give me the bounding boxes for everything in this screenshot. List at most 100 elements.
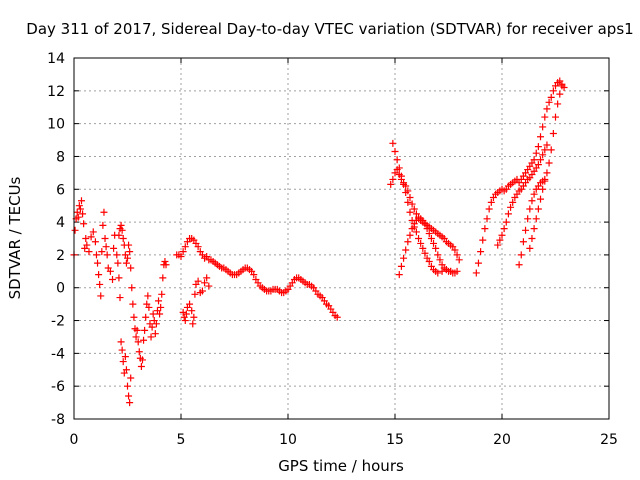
data-point: [127, 374, 135, 382]
x-tick-label: 10: [279, 432, 297, 448]
data-point: [134, 338, 142, 346]
data-point: [191, 290, 199, 298]
data-point: [526, 205, 534, 213]
series-arc-midday-dip: [179, 274, 213, 328]
data-point: [190, 313, 198, 321]
data-point: [129, 300, 137, 308]
data-point: [552, 113, 559, 121]
data-point: [537, 133, 545, 141]
y-tick-label: 8: [56, 149, 65, 165]
data-point: [412, 228, 420, 236]
data-point: [127, 264, 135, 272]
data-point: [124, 382, 131, 390]
data-point: [181, 317, 189, 325]
data-point: [91, 238, 99, 246]
data-point: [147, 333, 155, 341]
y-tick-label: 4: [56, 215, 65, 231]
x-axis-label: GPS time / hours: [278, 457, 404, 475]
data-points: [70, 77, 568, 407]
data-point: [419, 244, 427, 252]
data-point: [400, 180, 408, 188]
data-point: [541, 146, 549, 154]
data-point: [158, 290, 166, 298]
data-point: [539, 123, 547, 131]
data-point: [102, 243, 110, 251]
data-point: [494, 241, 502, 249]
data-point: [543, 105, 551, 113]
x-tick-label: 5: [177, 432, 186, 448]
data-point: [534, 161, 542, 169]
data-point: [87, 233, 95, 241]
data-point: [77, 197, 85, 205]
data-point: [203, 274, 211, 282]
data-point: [186, 300, 194, 308]
data-point: [92, 251, 100, 259]
data-point: [532, 149, 540, 157]
data-point: [106, 267, 114, 275]
data-point: [547, 93, 555, 101]
data-point: [121, 353, 129, 361]
data-point: [201, 279, 209, 287]
y-tick-label: 6: [56, 182, 65, 198]
data-point: [472, 269, 480, 277]
data-point: [453, 267, 461, 275]
data-point: [481, 225, 489, 233]
data-point: [132, 333, 140, 341]
data-point: [155, 297, 163, 305]
data-point: [94, 259, 102, 267]
y-tick-label: -6: [51, 379, 65, 395]
data-point: [125, 392, 133, 400]
data-point: [149, 310, 157, 318]
data-point: [479, 236, 487, 244]
data-point: [549, 129, 557, 137]
data-point: [151, 330, 159, 338]
data-point: [130, 313, 138, 321]
data-point: [515, 261, 523, 269]
data-point: [145, 303, 153, 311]
data-point: [406, 231, 414, 239]
data-point: [144, 292, 152, 300]
data-point: [389, 175, 397, 183]
y-axis-label: SDTVAR / TECUs: [6, 176, 24, 299]
series-arc-late-a: [472, 77, 566, 277]
data-point: [539, 151, 547, 159]
data-point: [502, 218, 510, 226]
data-point: [509, 198, 517, 206]
data-point: [397, 172, 405, 180]
data-point: [406, 193, 414, 201]
series-arc-midday: [173, 235, 341, 321]
data-point: [530, 156, 538, 164]
y-tick-label: -2: [51, 314, 65, 330]
data-point: [517, 251, 525, 259]
y-tick-label: -8: [51, 412, 65, 428]
data-point: [474, 259, 482, 267]
data-point: [519, 238, 527, 246]
data-point: [477, 248, 485, 256]
data-point: [408, 225, 416, 233]
data-point: [545, 98, 553, 106]
data-point: [427, 235, 435, 242]
data-point: [83, 241, 91, 249]
data-point: [115, 274, 123, 282]
data-point: [161, 257, 169, 265]
data-point: [436, 256, 444, 264]
data-point: [188, 307, 196, 315]
data-point: [434, 269, 442, 277]
series-arc-evening-c: [395, 215, 461, 279]
data-point: [97, 292, 105, 300]
data-point: [423, 225, 431, 233]
data-point: [537, 156, 545, 164]
data-point: [404, 238, 412, 246]
data-point: [113, 251, 121, 259]
data-point: [76, 205, 84, 213]
data-point: [85, 248, 93, 256]
data-point: [400, 254, 408, 262]
data-point: [528, 235, 536, 242]
data-point: [71, 226, 79, 234]
data-point: [421, 249, 429, 257]
data-point: [133, 326, 141, 334]
data-point: [119, 235, 127, 242]
data-point: [80, 220, 88, 228]
data-point: [485, 205, 493, 213]
data-point: [415, 235, 423, 242]
